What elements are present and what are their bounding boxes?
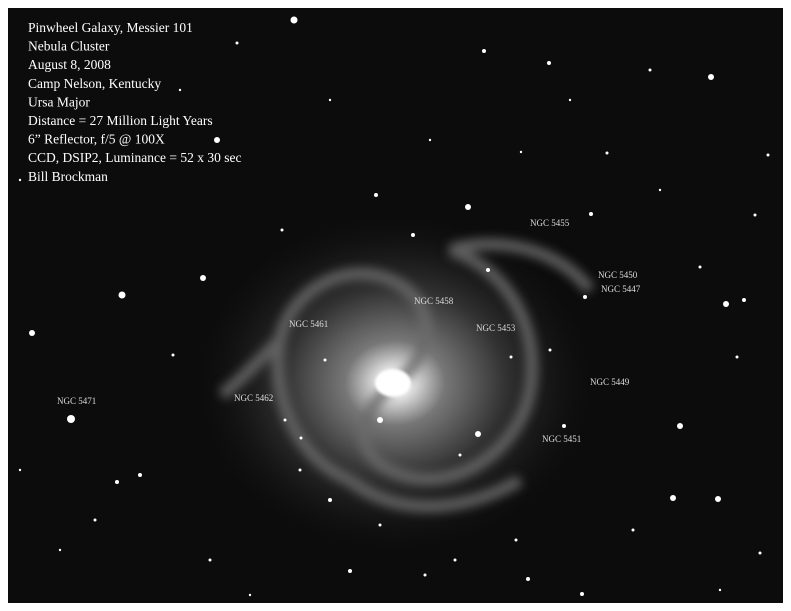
star (94, 519, 97, 522)
star (754, 214, 757, 217)
object-label: NGC 5449 (590, 377, 630, 387)
star (670, 495, 676, 501)
star (374, 193, 378, 197)
star (632, 529, 635, 532)
object-label: NGC 5455 (530, 218, 570, 228)
caption-line: 6” Reflector, f/5 @ 100X (28, 132, 165, 147)
star (281, 229, 284, 232)
star (324, 359, 327, 362)
star (649, 69, 652, 72)
star (715, 496, 721, 502)
star (482, 49, 486, 53)
star (723, 301, 729, 307)
star (284, 419, 287, 422)
galaxy (195, 213, 595, 553)
star (459, 454, 462, 457)
star (677, 423, 683, 429)
object-label: NGC 5450 (598, 270, 638, 280)
star (659, 189, 661, 191)
star (329, 99, 331, 101)
star (411, 233, 415, 237)
star (510, 356, 513, 359)
caption-line: Ursa Major (28, 94, 90, 109)
star (138, 473, 142, 477)
star (486, 268, 490, 272)
object-label: NGC 5458 (414, 296, 454, 306)
star (67, 415, 75, 423)
caption-line: Pinwheel Galaxy, Messier 101 (28, 20, 193, 35)
star (699, 266, 702, 269)
caption-line: Camp Nelson, Kentucky (28, 76, 161, 91)
star (348, 569, 352, 573)
star (465, 204, 471, 210)
object-label: NGC 5462 (234, 393, 273, 403)
star (424, 574, 427, 577)
star (379, 524, 382, 527)
star (172, 354, 175, 357)
star (526, 577, 530, 581)
star (300, 437, 303, 440)
star (29, 330, 35, 336)
object-label: NGC 5471 (57, 396, 96, 406)
star (429, 139, 431, 141)
star (549, 349, 552, 352)
star (115, 480, 119, 484)
star (580, 592, 584, 596)
star (299, 469, 302, 472)
star (236, 42, 239, 45)
star (606, 152, 609, 155)
star (767, 154, 770, 157)
star (742, 298, 746, 302)
star (719, 589, 721, 591)
star (736, 356, 739, 359)
star (583, 295, 587, 299)
star (59, 549, 61, 551)
star (515, 539, 518, 542)
star (249, 594, 251, 596)
star (589, 212, 593, 216)
star (291, 17, 298, 24)
star (200, 275, 206, 281)
star (547, 61, 551, 65)
star (759, 552, 762, 555)
star (708, 74, 714, 80)
star (119, 292, 126, 299)
object-label: NGC 5447 (601, 284, 641, 294)
star (214, 137, 220, 143)
caption-line: Bill Brockman (28, 169, 108, 184)
star (179, 89, 181, 91)
caption-line: Distance = 27 Million Light Years (28, 113, 213, 128)
star (377, 417, 383, 423)
object-label: NGC 5453 (476, 323, 516, 333)
photo: Pinwheel Galaxy, Messier 101 Nebula Clust… (0, 0, 791, 611)
star (19, 469, 21, 471)
star (19, 179, 21, 181)
object-label: NGC 5461 (289, 319, 328, 329)
star (209, 559, 212, 562)
star (454, 559, 457, 562)
star (520, 151, 522, 153)
star (562, 424, 566, 428)
object-label: NGC 5451 (542, 434, 581, 444)
star (475, 431, 481, 437)
star (328, 498, 332, 502)
caption-line: Nebula Cluster (28, 39, 110, 54)
star (569, 99, 571, 101)
caption-line: August 8, 2008 (28, 57, 111, 72)
caption-line: CCD, DSIP2, Luminance = 52 x 30 sec (28, 150, 241, 165)
